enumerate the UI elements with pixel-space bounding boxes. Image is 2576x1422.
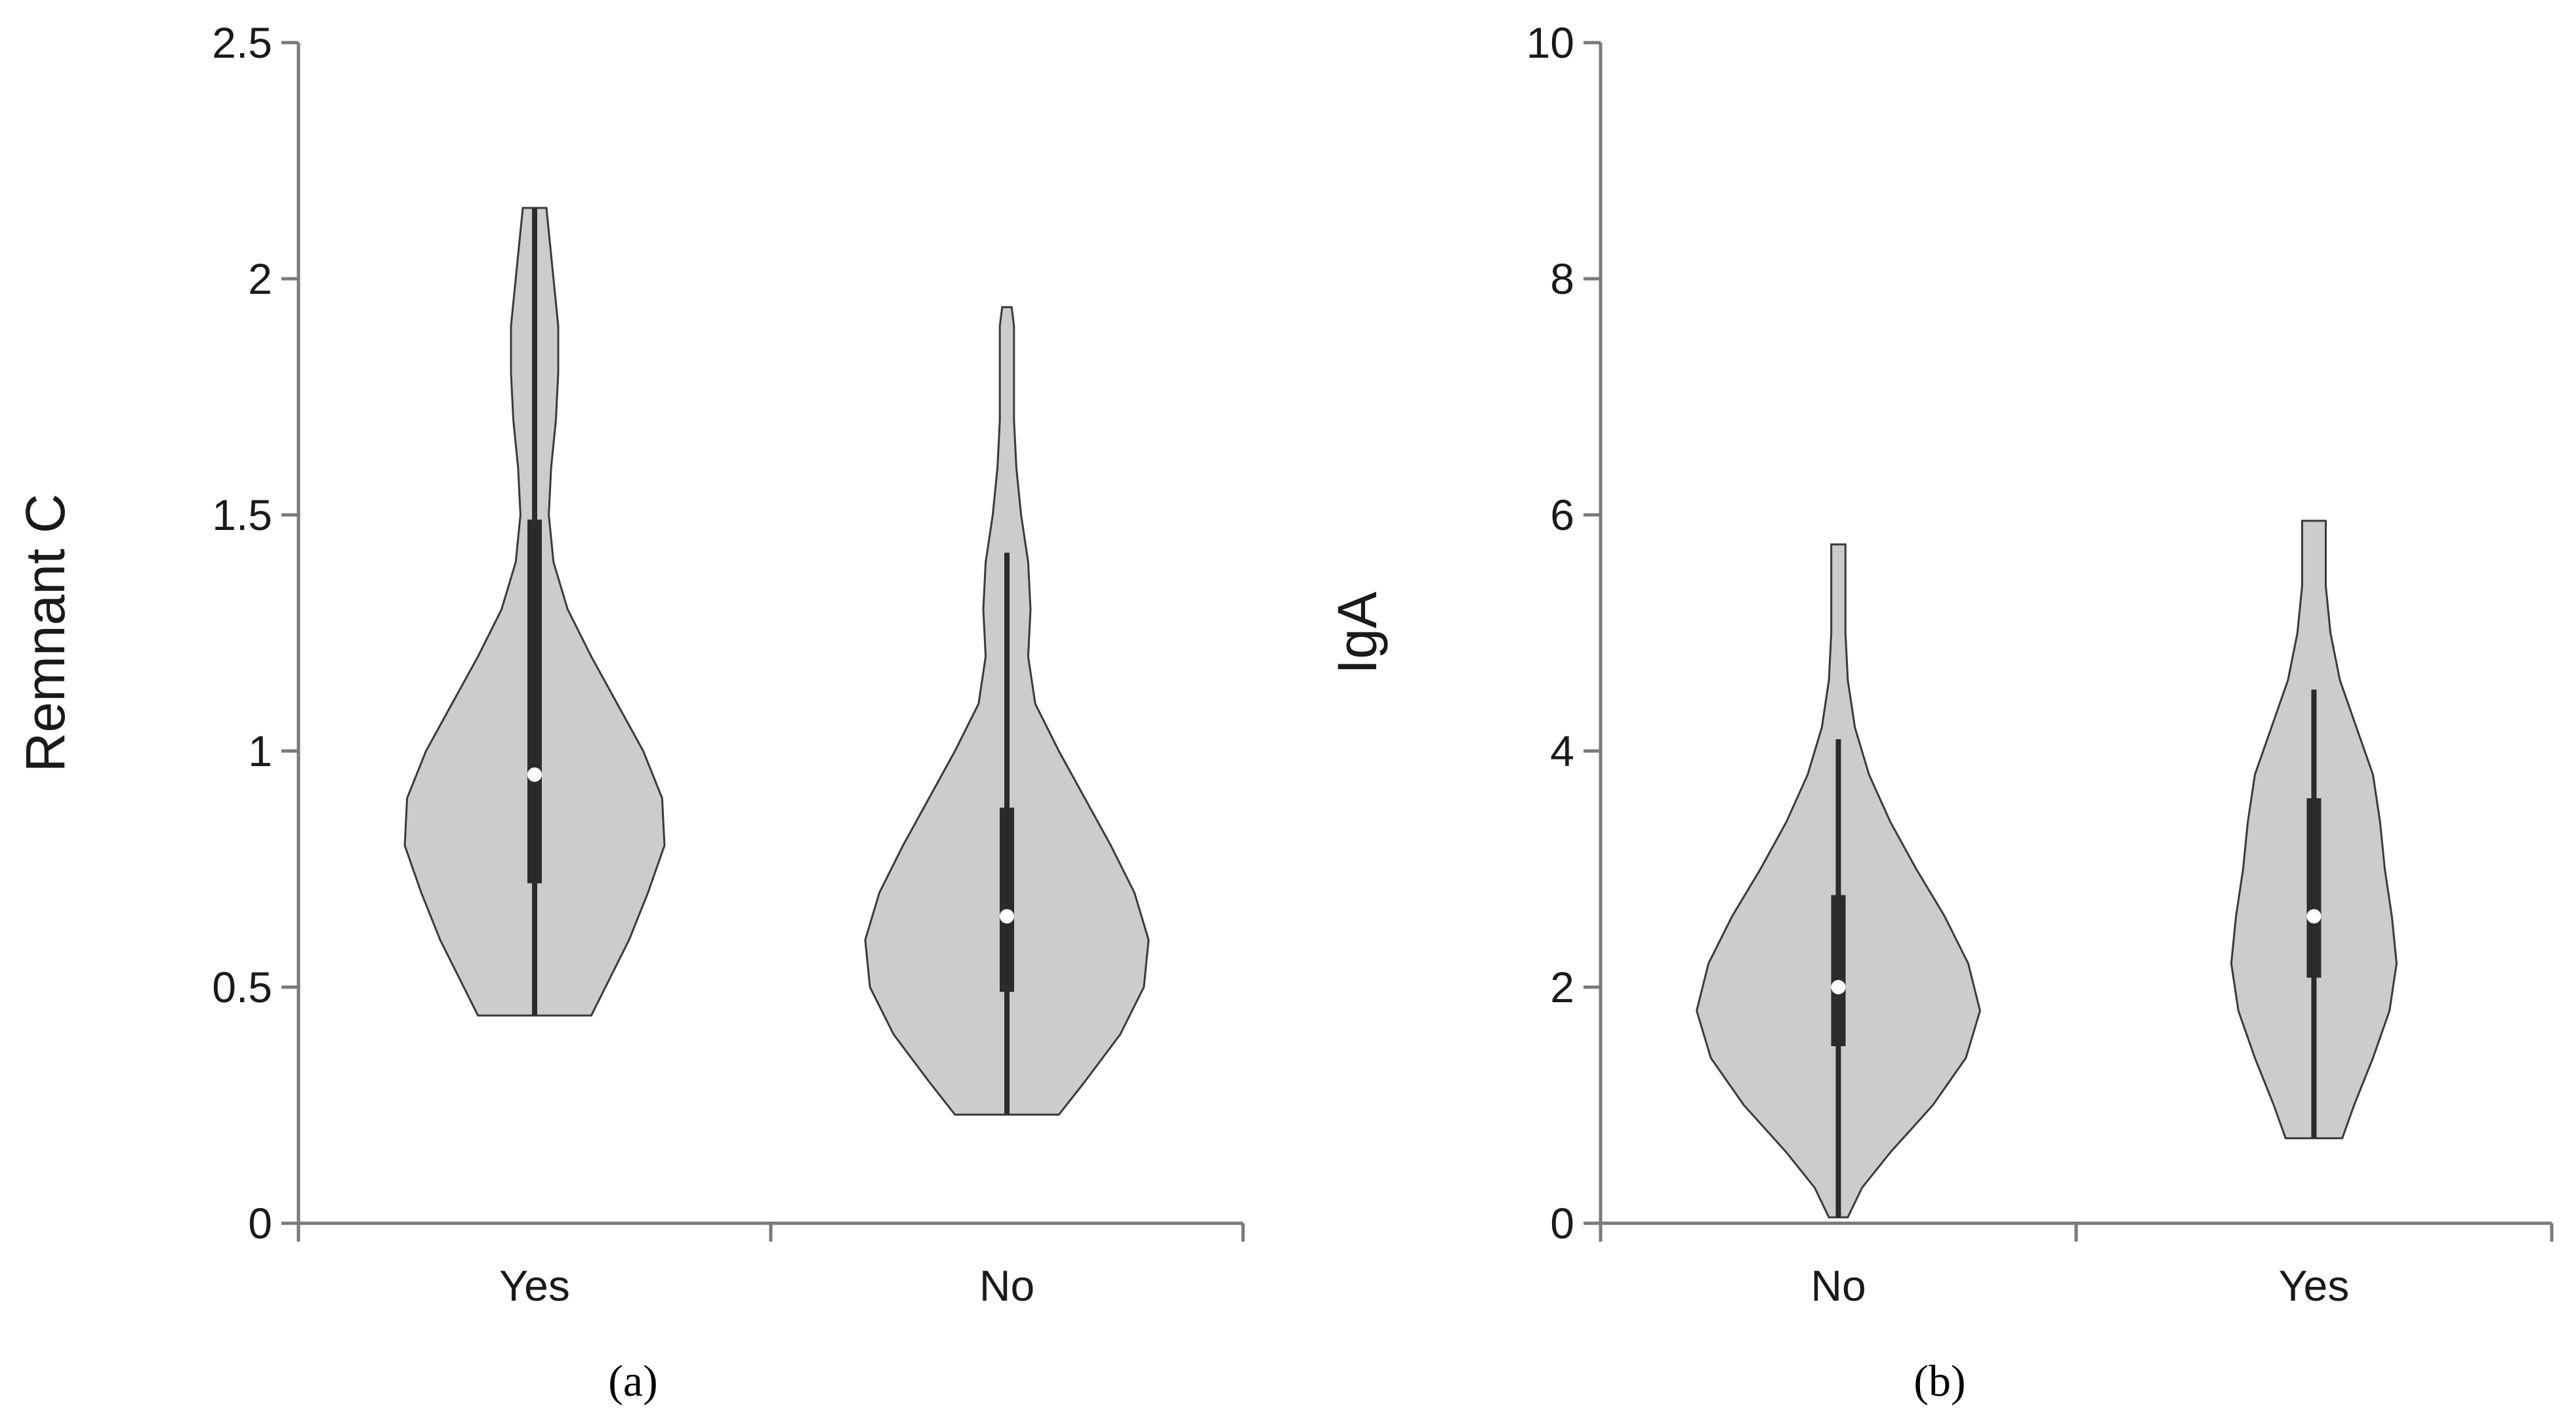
x-tick-label-yes: Yes xyxy=(499,1261,570,1310)
x-tick-label-no: No xyxy=(979,1261,1034,1310)
panel-a: 0 0.5 1 1.5 2 2.5 Yes No Remnant C (a) xyxy=(14,18,1245,1406)
panel-label: (a) xyxy=(608,1356,657,1406)
median-point-yes xyxy=(527,767,542,782)
x-tick-label-no: No xyxy=(1810,1261,1866,1310)
y-tick-label: 2 xyxy=(248,254,272,303)
y-axis-title: Remnant C xyxy=(14,494,76,773)
iqr-box-no xyxy=(1000,807,1014,992)
y-tick-label: 8 xyxy=(1550,254,1574,303)
panel-label: (b) xyxy=(1913,1356,1965,1406)
x-tick-label-yes: Yes xyxy=(2279,1261,2350,1310)
median-point-no xyxy=(1000,909,1014,924)
median-point-no xyxy=(1831,980,1846,994)
y-tick-label: 0 xyxy=(248,1199,272,1248)
median-point-yes xyxy=(2306,909,2321,924)
iqr-box-no xyxy=(1831,895,1846,1046)
y-tick-label: 1 xyxy=(248,727,272,775)
y-tick-label: 6 xyxy=(1550,491,1574,539)
y-tick-label: 0 xyxy=(1550,1199,1574,1248)
y-tick-label: 4 xyxy=(1550,727,1574,775)
y-axis-title: IgA xyxy=(1326,592,1388,674)
y-tick-label: 10 xyxy=(1526,18,1574,67)
y-tick-label: 2.5 xyxy=(212,18,272,67)
y-tick-label: 0.5 xyxy=(212,963,272,1011)
panel-b: 0 2 4 6 8 10 No Yes IgA (b) xyxy=(1326,18,2554,1406)
y-tick-label: 1.5 xyxy=(212,491,272,539)
y-tick-label: 2 xyxy=(1550,963,1574,1011)
iqr-box-yes xyxy=(2306,798,2321,978)
iqr-box-yes xyxy=(527,519,542,884)
